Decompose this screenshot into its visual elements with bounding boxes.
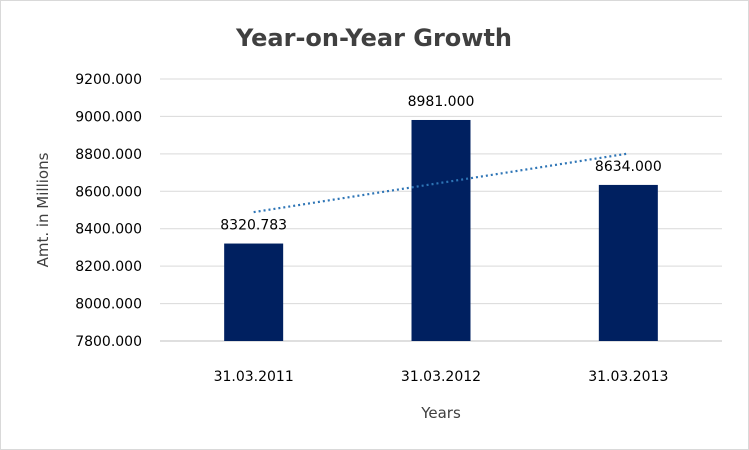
- y-tick-label: 8600.000: [75, 184, 142, 200]
- x-tick-label: 31.03.2013: [588, 369, 668, 385]
- data-labels: 8320.783 8981.000 8634.000: [220, 94, 661, 234]
- data-label: 8981.000: [408, 94, 475, 110]
- x-tick-label: 31.03.2012: [401, 369, 481, 385]
- data-label: 8634.000: [595, 159, 662, 175]
- y-axis-title: Amt. in Millions: [34, 152, 52, 267]
- y-tick-label: 7800.000: [75, 334, 142, 350]
- trendline: [253, 152, 629, 214]
- bars: [224, 119, 658, 341]
- y-tick-label: 8000.000: [75, 297, 142, 313]
- y-tick-label: 8400.000: [75, 222, 142, 238]
- bar-31.03.2011: [224, 243, 284, 341]
- x-axis-title: Years: [420, 404, 461, 422]
- x-axis-ticks: 31.03.2011 31.03.2012 31.03.2013: [214, 369, 669, 385]
- y-tick-label: 8200.000: [75, 259, 142, 275]
- y-tick-label: 9000.000: [75, 109, 142, 125]
- trendline-layer: [253, 152, 629, 214]
- y-tick-label: 9200.000: [75, 72, 142, 88]
- chart-title: Year-on-Year Growth: [235, 24, 512, 52]
- x-tick-label: 31.03.2011: [214, 369, 294, 385]
- bar-31.03.2013: [598, 184, 658, 341]
- y-tick-label: 8800.000: [75, 147, 142, 163]
- bar-31.03.2012: [411, 119, 471, 341]
- y-axis-ticks: 7800.000 8000.000 8200.000 8400.000 8600.000…: [75, 72, 142, 350]
- data-label: 8320.783: [220, 218, 287, 234]
